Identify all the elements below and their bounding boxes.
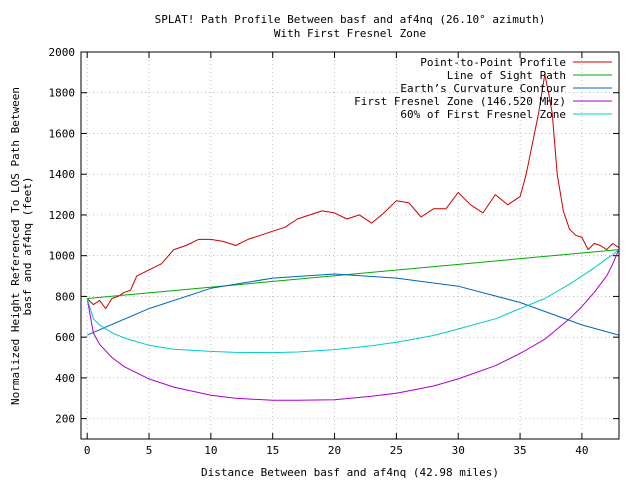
- x-tick-label: 30: [452, 444, 465, 457]
- x-tick-label: 20: [328, 444, 341, 457]
- y-tick-label: 1000: [49, 250, 76, 263]
- y-axis-label-line1: Normalized Height Referenced To LOS Path…: [9, 87, 22, 405]
- y-tick-label: 600: [55, 331, 75, 344]
- y-tick-label: 1400: [49, 168, 76, 181]
- y-tick-label: 200: [55, 413, 75, 426]
- chart-title: SPLAT! Path Profile Between basf and af4…: [155, 13, 546, 26]
- y-tick-label: 1800: [49, 87, 76, 100]
- legend-label-2: Line of Sight Path: [447, 69, 566, 82]
- x-tick-label: 0: [84, 444, 91, 457]
- x-tick-label: 40: [575, 444, 588, 457]
- axis-ticks: 0 5 10 15 20 25 30 35 40 200 400 600 800 1000 1200 1400…: [49, 46, 619, 457]
- series-line-5: [86, 249, 620, 354]
- grid-lines: [81, 51, 619, 439]
- y-tick-label: 400: [55, 372, 75, 385]
- x-tick-label: 15: [266, 444, 279, 457]
- y-tick-label: 2000: [49, 46, 76, 59]
- series-lines: [86, 73, 620, 401]
- series-line-3: [87, 273, 619, 336]
- legend-label-5: 60% of First Fresnel Zone: [400, 108, 566, 121]
- series-line-4: [86, 249, 620, 401]
- x-tick-label: 35: [513, 444, 526, 457]
- y-tick-label: 800: [55, 290, 75, 303]
- x-tick-label: 25: [390, 444, 403, 457]
- x-tick-label: 5: [146, 444, 153, 457]
- y-tick-label: 1200: [49, 209, 76, 222]
- series-line-2: [87, 249, 619, 299]
- legend-label-3: Earth’s Curvature Contour: [400, 82, 566, 95]
- legend-label-4: First Fresnel Zone (146.520 MHz): [354, 95, 566, 108]
- x-tick-label: 10: [204, 444, 217, 457]
- y-axis-label-line2: basf and af4nq (feet): [21, 176, 34, 315]
- y-tick-label: 1600: [49, 127, 76, 140]
- plot-frame: [80, 51, 620, 440]
- legend-label-1: Point-to-Point Profile: [420, 56, 566, 69]
- x-axis-label: Distance Between basf and af4nq (42.98 m…: [201, 466, 499, 479]
- series-line-1: [86, 73, 620, 310]
- chart-subtitle: With First Fresnel Zone: [274, 27, 426, 40]
